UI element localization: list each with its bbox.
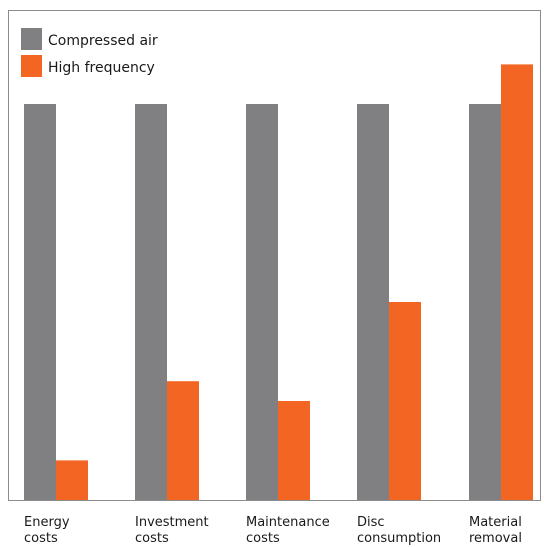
bar-high-frequency-material-removal [501,64,533,501]
bar-high-frequency-investment-costs [167,381,199,500]
bar-compressed-air-material-removal [469,104,501,500]
legend-label-high-frequency: High frequency [48,60,155,76]
bar-high-frequency-maintenance-costs [278,401,310,500]
x-tick-label-investment-costs: Investment costs [135,515,209,546]
bar-high-frequency-disc-consumption [389,302,421,500]
x-tick-label-disc-consumption: Disc consumption [357,515,441,546]
bar-compressed-air-maintenance-costs [246,104,278,500]
chart-frame [8,10,541,501]
legend-swatch-compressed-air [21,28,42,50]
legend: Compressed air High frequency [21,28,158,77]
bar-compressed-air-disc-consumption [357,104,389,500]
x-tick-label-maintenance-costs: Maintenance costs [246,515,330,546]
bar-compressed-air-investment-costs [135,104,167,500]
bar-high-frequency-energy-costs [56,460,88,500]
x-axis-ticks: Energy costs Investment costs Maintenance cos… [24,515,522,546]
legend-label-compressed-air: Compressed air [48,33,158,49]
x-tick-label-material-removal: Material removal [469,515,522,546]
bar-compressed-air-energy-costs [24,104,56,500]
legend-swatch-high-frequency [21,55,42,77]
bars [24,64,533,501]
x-tick-label-energy-costs: Energy costs [24,515,70,546]
